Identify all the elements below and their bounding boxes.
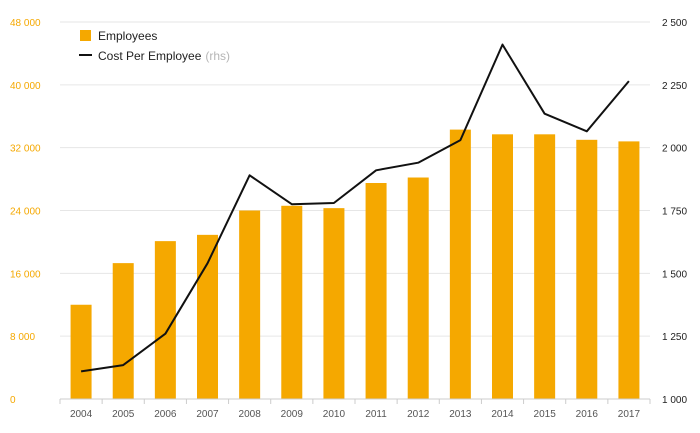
- right-tick-label: 1 750: [662, 207, 687, 218]
- left-tick-label: 8 000: [10, 332, 35, 343]
- legend-cost-label: Cost Per Employee (rhs): [98, 49, 230, 63]
- left-tick-label: 40 000: [10, 81, 41, 92]
- left-tick-label: 48 000: [10, 18, 41, 29]
- right-axis-ticks: 1 000 1 250 1 500 1 750 2 000 2 250 2 500: [662, 18, 687, 406]
- right-tick-label: 1 250: [662, 332, 687, 343]
- x-tick-labels: 2004 2005 2006 2007 2008 2009 2010 2011 2012 2013…: [59, 399, 651, 420]
- x-tick-label: 2005: [112, 409, 135, 420]
- x-tick-label: 2016: [576, 409, 599, 420]
- legend-rhs-note: (rhs): [205, 49, 230, 63]
- cost-per-employee-line-group: [80, 43, 630, 373]
- legend-cost-name: Cost Per Employee: [98, 49, 202, 63]
- bar-employees: [576, 139, 598, 399]
- bar-employees: [239, 210, 261, 399]
- left-tick-label: 24 000: [10, 207, 41, 218]
- x-tick-label: 2010: [323, 409, 346, 420]
- bar-employees: [407, 177, 429, 399]
- x-tick-label: 2015: [534, 409, 557, 420]
- legend: Employees Cost Per Employee (rhs): [79, 29, 230, 63]
- x-tick-label: 2009: [281, 409, 304, 420]
- legend-employees-label: Employees: [98, 29, 157, 43]
- x-tick-label: 2004: [70, 409, 93, 420]
- left-tick-label: 0: [10, 395, 16, 406]
- left-tick-label: 32 000: [10, 144, 41, 155]
- grid-lines: [60, 21, 650, 337]
- bar-employees: [492, 134, 513, 400]
- right-tick-label: 2 250: [662, 81, 687, 92]
- bar-employees: [534, 134, 556, 400]
- legend-employees-swatch: [80, 30, 91, 41]
- bar-employees: [112, 263, 134, 399]
- x-tick-label: 2014: [491, 409, 514, 420]
- cost-per-employee-line: [80, 43, 630, 373]
- bar-employees: [323, 208, 345, 399]
- x-tick-label: 2017: [618, 409, 641, 420]
- x-tick-label: 2012: [407, 409, 430, 420]
- right-tick-label: 2 000: [662, 144, 687, 155]
- employee-bars: [70, 129, 640, 400]
- x-tick-label: 2013: [449, 409, 472, 420]
- left-axis-ticks: 0 8 000 16 000 24 000 32 000 40 000 48 000: [10, 18, 41, 406]
- bar-employees: [449, 129, 471, 399]
- bar-employees: [197, 234, 218, 399]
- x-tick-label: 2011: [365, 409, 387, 420]
- right-tick-label: 2 500: [662, 18, 687, 29]
- bar-employees: [70, 304, 92, 399]
- right-tick-label: 1 000: [662, 395, 687, 406]
- right-tick-label: 1 500: [662, 269, 687, 280]
- x-tick-label: 2007: [196, 409, 219, 420]
- bar-employees: [154, 241, 176, 399]
- left-tick-label: 16 000: [10, 269, 41, 280]
- bar-employees: [365, 183, 387, 399]
- x-tick-label: 2006: [154, 409, 177, 420]
- bar-employees: [618, 141, 640, 399]
- x-tick-label: 2008: [239, 409, 262, 420]
- bar-employees: [281, 205, 303, 399]
